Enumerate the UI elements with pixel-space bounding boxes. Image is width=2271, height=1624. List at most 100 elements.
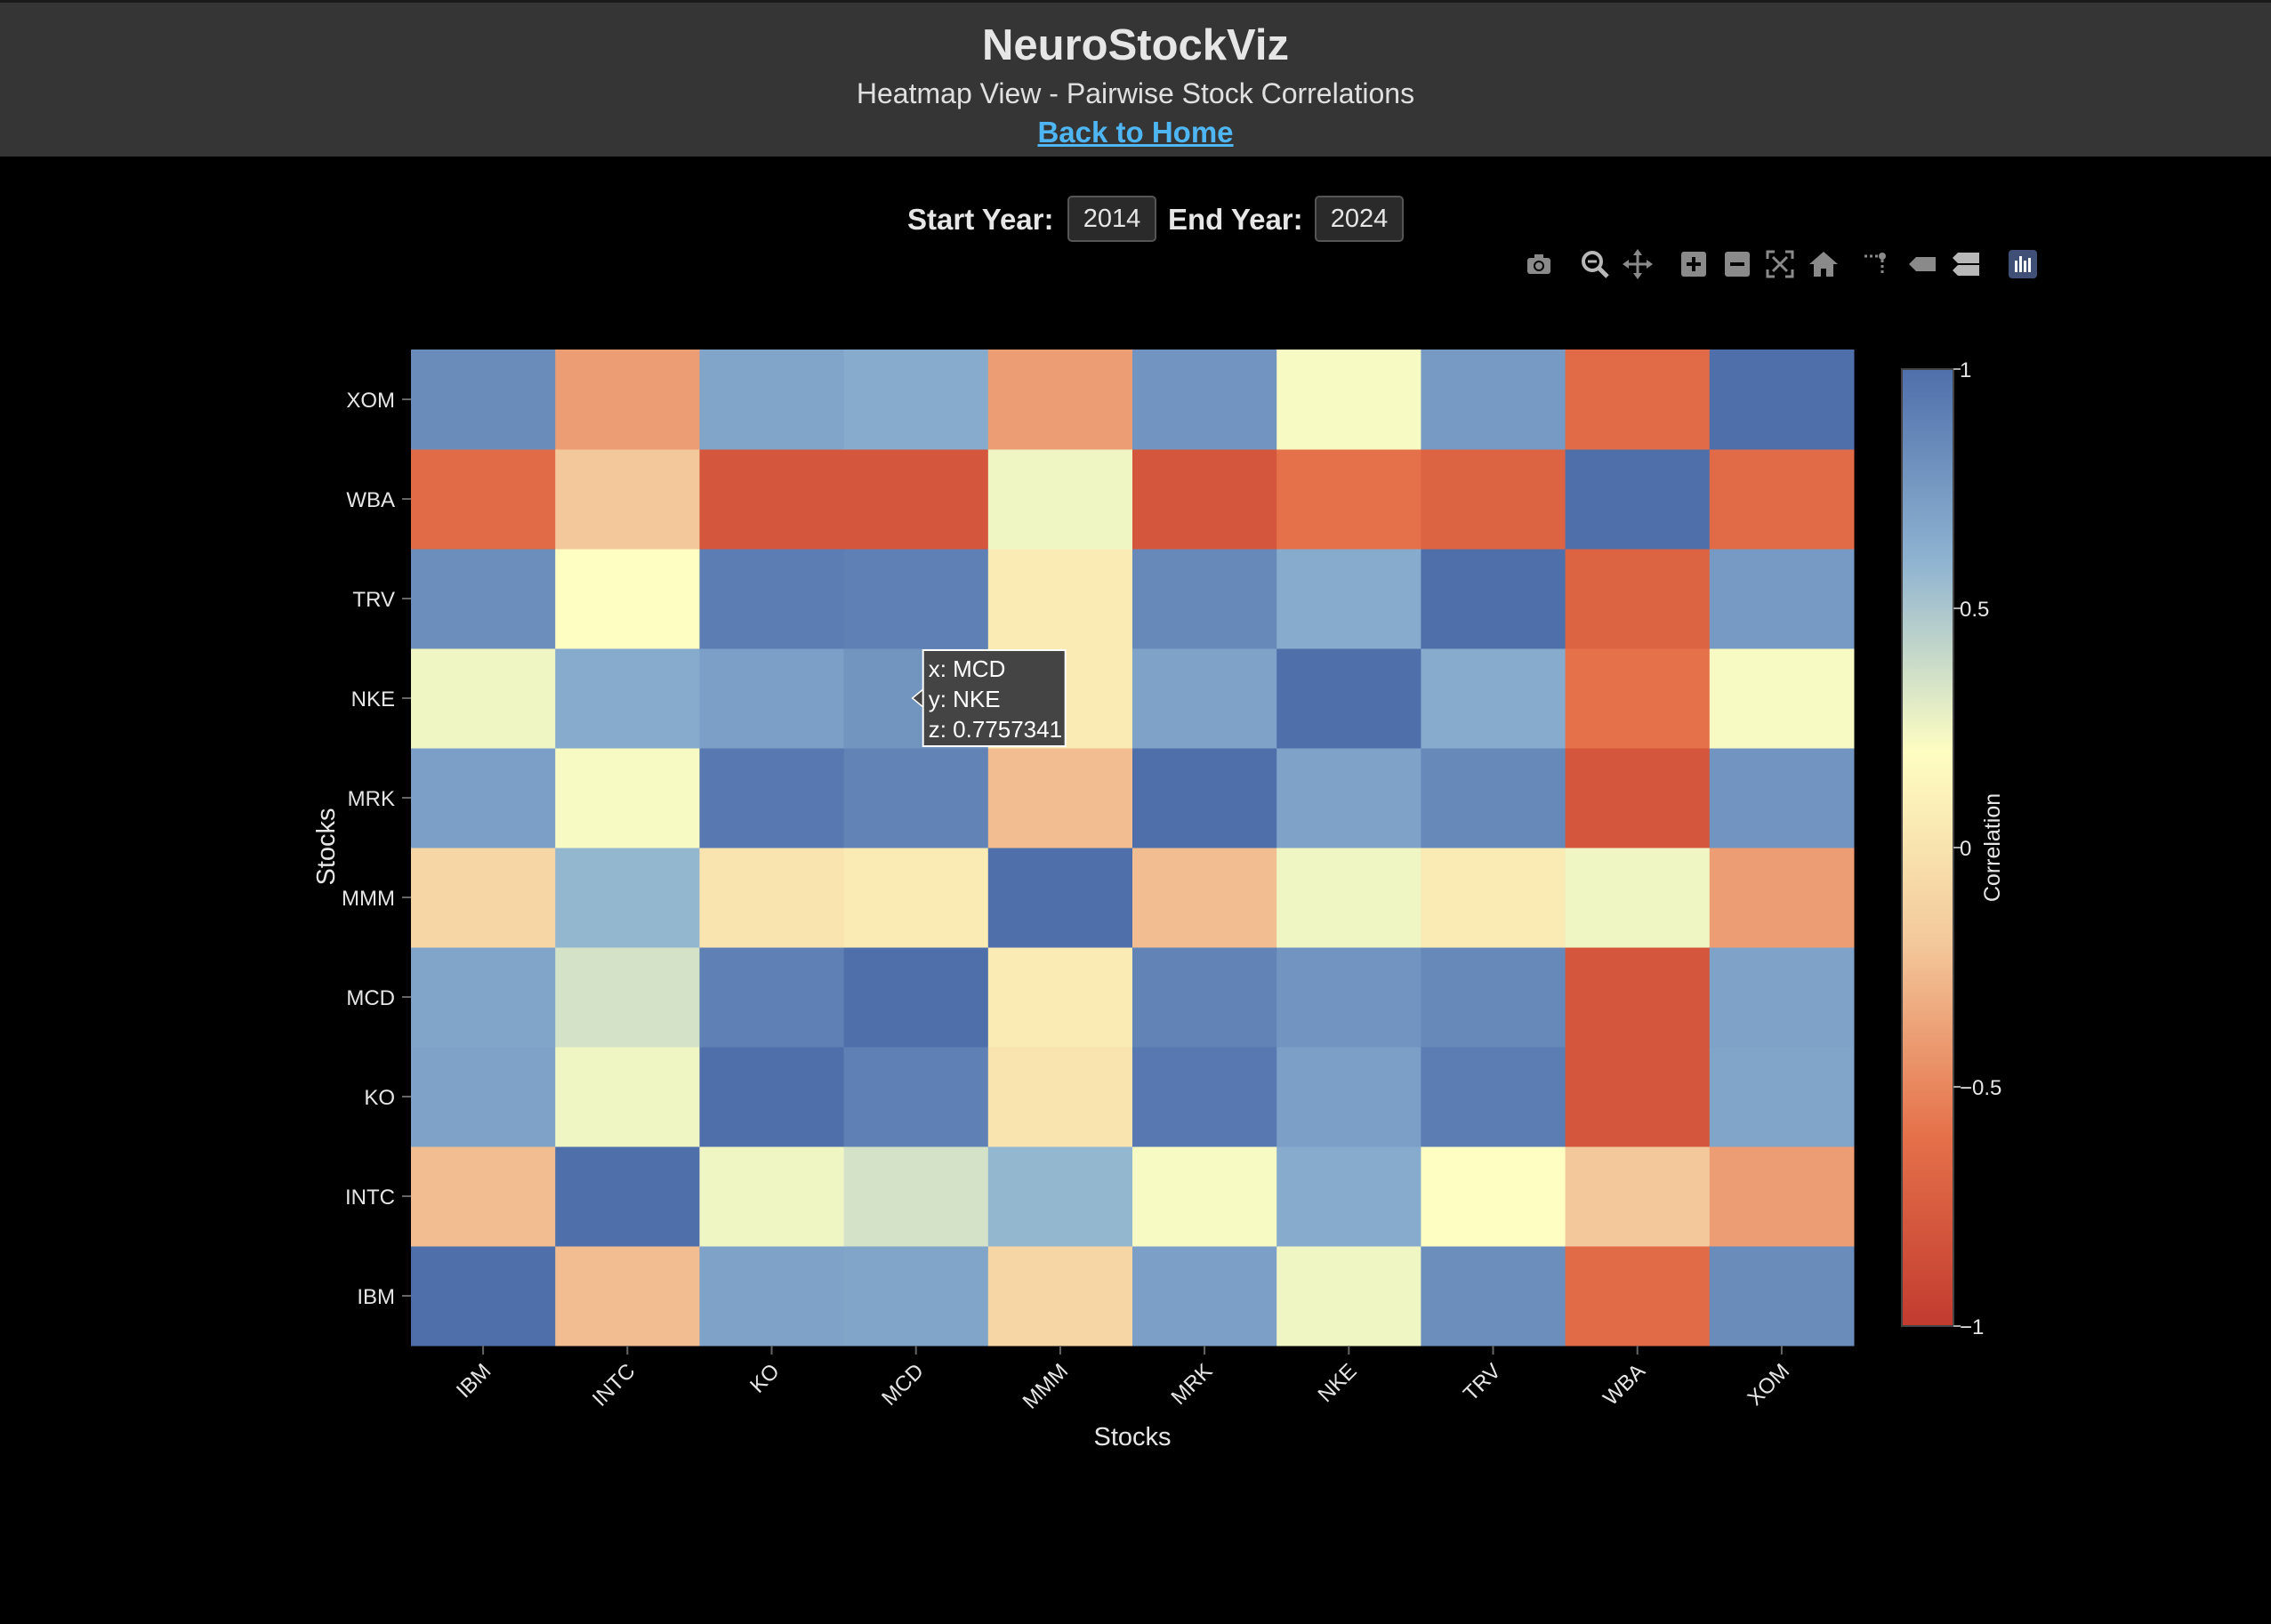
heatmap-cell-WBA-KO[interactable]: [1565, 1047, 1711, 1147]
heatmap-cell-MCD-MRK[interactable]: [843, 748, 989, 848]
heatmap-cell-IBM-NKE[interactable]: [411, 648, 556, 749]
heatmap-cell-NKE-XOM[interactable]: [1276, 350, 1421, 450]
heatmap-cell-INTC-NKE[interactable]: [555, 648, 700, 749]
heatmap-cell-INTC-IBM[interactable]: [555, 1246, 700, 1347]
heatmap-cell-INTC-MCD[interactable]: [555, 947, 700, 1048]
heatmap-cell-KO-MMM[interactable]: [699, 848, 845, 948]
heatmap-cell-IBM-MMM[interactable]: [411, 848, 556, 948]
heatmap-cell-IBM-KO[interactable]: [411, 1047, 556, 1147]
heatmap-cell-TRV-MCD[interactable]: [1421, 947, 1566, 1048]
heatmap-cell-TRV-XOM[interactable]: [1421, 350, 1566, 450]
heatmap-cell-KO-INTC[interactable]: [699, 1146, 845, 1247]
heatmap-cell-MMM-TRV[interactable]: [987, 549, 1133, 649]
heatmap-cell-MMM-MMM[interactable]: [987, 848, 1133, 948]
heatmap-cell-TRV-MMM[interactable]: [1421, 848, 1566, 948]
heatmap-cell-IBM-TRV[interactable]: [411, 549, 556, 649]
hover-closest-icon[interactable]: [1905, 247, 1939, 281]
heatmap-cell-WBA-NKE[interactable]: [1565, 648, 1711, 749]
heatmap-cell-MCD-MMM[interactable]: [843, 848, 989, 948]
heatmap-cell-TRV-MRK[interactable]: [1421, 748, 1566, 848]
heatmap-cell-NKE-MMM[interactable]: [1276, 848, 1421, 948]
heatmap-cell-MCD-IBM[interactable]: [843, 1246, 989, 1347]
heatmap-cell-XOM-WBA[interactable]: [1709, 449, 1855, 550]
reset-axes-icon[interactable]: [1807, 247, 1840, 281]
back-to-home-link[interactable]: Back to Home: [1037, 116, 1234, 149]
heatmap-cell-KO-MRK[interactable]: [699, 748, 845, 848]
heatmap-cell-WBA-TRV[interactable]: [1565, 549, 1711, 649]
heatmap-cell-MMM-MRK[interactable]: [987, 748, 1133, 848]
heatmap-cell-TRV-IBM[interactable]: [1421, 1246, 1566, 1347]
heatmap-cell-MRK-NKE[interactable]: [1132, 648, 1277, 749]
heatmap-cell-MRK-MRK[interactable]: [1132, 748, 1277, 848]
heatmap-cell-INTC-XOM[interactable]: [555, 350, 700, 450]
zoom-icon[interactable]: [1578, 247, 1612, 281]
heatmap-cell-INTC-TRV[interactable]: [555, 549, 700, 649]
heatmap-cell-INTC-INTC[interactable]: [555, 1146, 700, 1247]
heatmap-cell-MRK-MMM[interactable]: [1132, 848, 1277, 948]
pan-icon[interactable]: [1621, 247, 1655, 281]
heatmap-cell-MRK-INTC[interactable]: [1132, 1146, 1277, 1247]
heatmap-cell-XOM-XOM[interactable]: [1709, 350, 1855, 450]
heatmap-cell-NKE-NKE[interactable]: [1276, 648, 1421, 749]
heatmap-cell-MRK-TRV[interactable]: [1132, 549, 1277, 649]
heatmap-cell-XOM-TRV[interactable]: [1709, 549, 1855, 649]
heatmap-cell-MMM-IBM[interactable]: [987, 1246, 1133, 1347]
end-year-input[interactable]: [1315, 196, 1404, 242]
spike-lines-icon[interactable]: [1859, 247, 1893, 281]
autoscale-icon[interactable]: [1763, 247, 1797, 281]
heatmap-cell-NKE-TRV[interactable]: [1276, 549, 1421, 649]
heatmap-cell-NKE-IBM[interactable]: [1276, 1246, 1421, 1347]
heatmap-cell-WBA-WBA[interactable]: [1565, 449, 1711, 550]
heatmap-cell-KO-NKE[interactable]: [699, 648, 845, 749]
heatmap-cell-NKE-MRK[interactable]: [1276, 748, 1421, 848]
zoom-out-icon[interactable]: [1720, 247, 1754, 281]
start-year-input[interactable]: [1067, 196, 1156, 242]
hover-compare-icon[interactable]: [1949, 247, 1983, 281]
heatmap-cell-IBM-MRK[interactable]: [411, 748, 556, 848]
heatmap-cell-MCD-INTC[interactable]: [843, 1146, 989, 1247]
heatmap-cell-XOM-MRK[interactable]: [1709, 748, 1855, 848]
heatmap-cell-IBM-WBA[interactable]: [411, 449, 556, 550]
zoom-in-icon[interactable]: [1677, 247, 1711, 281]
heatmap-cell-KO-TRV[interactable]: [699, 549, 845, 649]
heatmap-cell-TRV-KO[interactable]: [1421, 1047, 1566, 1147]
heatmap-cell-WBA-MMM[interactable]: [1565, 848, 1711, 948]
heatmap-cell-IBM-XOM[interactable]: [411, 350, 556, 450]
heatmap-cell-IBM-INTC[interactable]: [411, 1146, 556, 1247]
heatmap-cell-IBM-MCD[interactable]: [411, 947, 556, 1048]
heatmap-cell-MCD-XOM[interactable]: [843, 350, 989, 450]
heatmap-cell-MMM-XOM[interactable]: [987, 350, 1133, 450]
heatmap-cell-MMM-INTC[interactable]: [987, 1146, 1133, 1247]
heatmap-cell-KO-MCD[interactable]: [699, 947, 845, 1048]
camera-icon[interactable]: [1522, 247, 1556, 281]
heatmap-cell-NKE-KO[interactable]: [1276, 1047, 1421, 1147]
heatmap-cell-XOM-MMM[interactable]: [1709, 848, 1855, 948]
heatmap-cell-MRK-KO[interactable]: [1132, 1047, 1277, 1147]
heatmap-cell-XOM-KO[interactable]: [1709, 1047, 1855, 1147]
heatmap-cell-XOM-MCD[interactable]: [1709, 947, 1855, 1048]
heatmap-cell-MCD-MCD[interactable]: [843, 947, 989, 1048]
heatmap-cell-MCD-TRV[interactable]: [843, 549, 989, 649]
heatmap-cell-KO-WBA[interactable]: [699, 449, 845, 550]
heatmap-cell-INTC-WBA[interactable]: [555, 449, 700, 550]
heatmap-cell-XOM-NKE[interactable]: [1709, 648, 1855, 749]
heatmap-cell-TRV-TRV[interactable]: [1421, 549, 1566, 649]
heatmap-cell-MRK-WBA[interactable]: [1132, 449, 1277, 550]
heatmap-cell-WBA-IBM[interactable]: [1565, 1246, 1711, 1347]
heatmap-cell-MRK-XOM[interactable]: [1132, 350, 1277, 450]
heatmap-cell-WBA-MCD[interactable]: [1565, 947, 1711, 1048]
heatmap-cell-WBA-MRK[interactable]: [1565, 748, 1711, 848]
heatmap-cell-WBA-XOM[interactable]: [1565, 350, 1711, 450]
heatmap-cell-MMM-KO[interactable]: [987, 1047, 1133, 1147]
plotly-logo-icon[interactable]: [2006, 247, 2040, 281]
heatmap-cell-MCD-KO[interactable]: [843, 1047, 989, 1147]
heatmap-cell-KO-XOM[interactable]: [699, 350, 845, 450]
heatmap-cell-MMM-WBA[interactable]: [987, 449, 1133, 550]
heatmap-cell-IBM-IBM[interactable]: [411, 1246, 556, 1347]
heatmap-cell-TRV-INTC[interactable]: [1421, 1146, 1566, 1247]
heatmap-cell-WBA-INTC[interactable]: [1565, 1146, 1711, 1247]
heatmap-cell-XOM-INTC[interactable]: [1709, 1146, 1855, 1247]
heatmap-cell-INTC-KO[interactable]: [555, 1047, 700, 1147]
heatmap-cell-KO-IBM[interactable]: [699, 1246, 845, 1347]
heatmap-cell-MRK-IBM[interactable]: [1132, 1246, 1277, 1347]
